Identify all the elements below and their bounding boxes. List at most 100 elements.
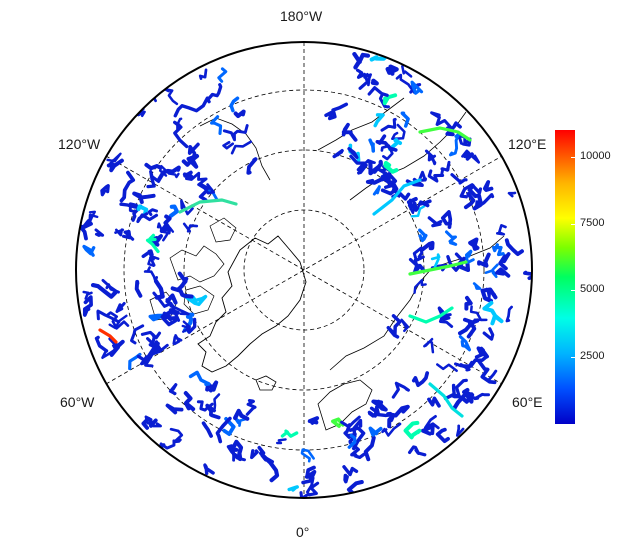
river-segment bbox=[307, 416, 320, 425]
river-segment bbox=[347, 147, 359, 160]
river-segment bbox=[462, 317, 480, 339]
river-segment bbox=[287, 485, 299, 492]
label-120w: 120°W bbox=[58, 136, 101, 152]
river-segment bbox=[106, 158, 124, 173]
river-segment bbox=[82, 295, 93, 317]
river-segment bbox=[226, 444, 246, 462]
river-segment bbox=[182, 312, 195, 333]
river-segment bbox=[157, 439, 176, 453]
color-scale-bar bbox=[555, 130, 575, 424]
river-segment bbox=[217, 67, 228, 83]
river-segment bbox=[482, 180, 494, 192]
river-segment bbox=[440, 160, 451, 177]
river-segment bbox=[427, 216, 443, 228]
river-segment bbox=[461, 149, 481, 164]
river-segment bbox=[464, 295, 473, 311]
river-segment bbox=[410, 205, 426, 218]
river-segment bbox=[443, 383, 462, 401]
river-network bbox=[78, 51, 532, 498]
river-segment bbox=[160, 308, 180, 320]
river-segment bbox=[185, 294, 208, 307]
legend-tick-label: 2500 bbox=[580, 350, 605, 363]
river-segment bbox=[458, 335, 472, 352]
river-segment bbox=[423, 337, 435, 354]
river-segment bbox=[341, 130, 358, 142]
river-segment bbox=[94, 335, 109, 353]
major-river bbox=[178, 198, 238, 214]
river-segment bbox=[213, 393, 221, 410]
river-segment bbox=[471, 392, 490, 401]
river-segment bbox=[369, 405, 393, 418]
major-river bbox=[408, 260, 468, 276]
river-segment bbox=[380, 117, 397, 132]
river-segment bbox=[348, 440, 366, 460]
label-0: 0° bbox=[296, 524, 310, 540]
river-segment bbox=[412, 263, 426, 275]
major-river bbox=[428, 382, 464, 418]
river-segment bbox=[96, 309, 121, 324]
river-segment bbox=[230, 140, 253, 155]
river-segment bbox=[88, 210, 99, 224]
river-segment bbox=[468, 237, 480, 251]
legend-tick-label: 5000 bbox=[580, 283, 605, 296]
meridians bbox=[105, 42, 503, 498]
river-segment bbox=[487, 369, 498, 382]
river-segment bbox=[407, 198, 422, 215]
river-segment bbox=[342, 465, 359, 477]
river-segment bbox=[136, 212, 159, 224]
river-segment bbox=[108, 314, 128, 330]
river-segment bbox=[356, 68, 370, 90]
river-segment bbox=[484, 263, 499, 279]
river-segment bbox=[395, 73, 416, 94]
river-segment bbox=[132, 191, 156, 204]
river-segment bbox=[140, 330, 162, 340]
greenland-outline bbox=[197, 235, 307, 373]
river-segment bbox=[257, 445, 274, 464]
river-segment bbox=[403, 420, 422, 440]
river-segment bbox=[427, 169, 445, 183]
river-segment bbox=[367, 410, 377, 418]
river-segment bbox=[173, 120, 189, 149]
map-boundary bbox=[75, 41, 533, 499]
legend-tick-mark bbox=[571, 156, 575, 158]
river-segment bbox=[222, 124, 249, 142]
river-segment bbox=[485, 287, 496, 300]
river-segment bbox=[146, 333, 156, 346]
major-river bbox=[372, 178, 422, 216]
river-segment bbox=[136, 204, 149, 218]
river-segment bbox=[106, 311, 130, 330]
river-segment bbox=[373, 113, 385, 128]
river-segment bbox=[440, 210, 453, 229]
river-segment bbox=[82, 290, 93, 300]
river-segment bbox=[410, 80, 424, 95]
river-segment bbox=[119, 170, 136, 203]
river-segment bbox=[159, 164, 180, 179]
river-segment bbox=[114, 228, 125, 237]
river-segment bbox=[363, 435, 376, 462]
river-segment bbox=[148, 313, 167, 322]
river-segment bbox=[162, 87, 179, 106]
river-segment bbox=[170, 286, 194, 299]
river-segment bbox=[206, 83, 223, 104]
river-segment bbox=[106, 152, 122, 166]
iceland-outline bbox=[255, 375, 277, 391]
river-segment bbox=[372, 185, 381, 196]
river-segment bbox=[459, 183, 483, 199]
major-river bbox=[98, 328, 118, 344]
river-segment bbox=[332, 149, 344, 159]
label-180w: 180°W bbox=[280, 8, 323, 24]
river-segment bbox=[450, 173, 468, 185]
river-segment bbox=[82, 244, 96, 257]
river-segment bbox=[387, 415, 395, 429]
river-segment bbox=[229, 96, 240, 113]
river-segment bbox=[341, 122, 350, 137]
river-segment bbox=[250, 449, 259, 460]
river-segment bbox=[299, 481, 320, 498]
river-segment bbox=[400, 318, 410, 333]
river-segment bbox=[182, 222, 199, 233]
river-segment bbox=[375, 134, 398, 152]
river-segment bbox=[144, 415, 162, 428]
river-segment bbox=[504, 238, 524, 257]
river-segment bbox=[463, 191, 476, 210]
river-segment bbox=[301, 465, 317, 485]
